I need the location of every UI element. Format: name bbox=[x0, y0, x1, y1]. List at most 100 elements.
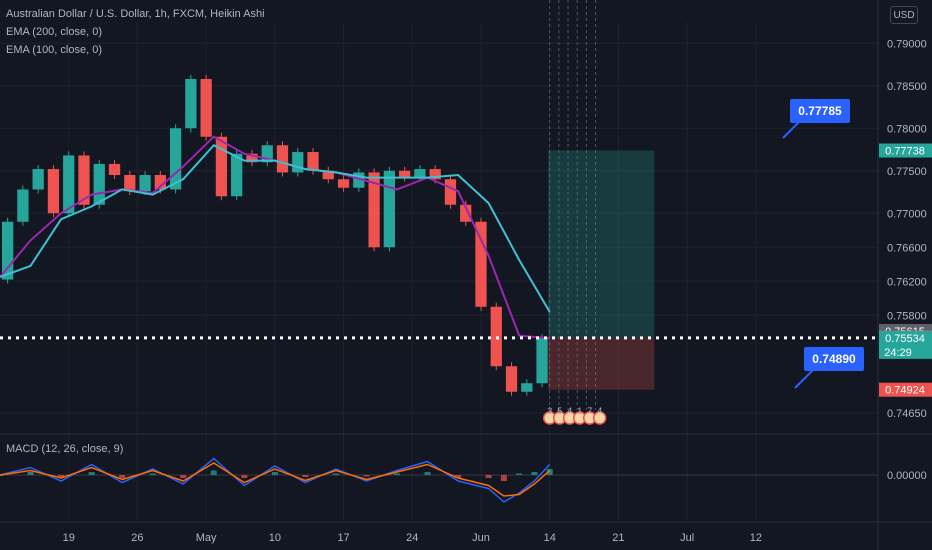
ema100-legend[interactable]: EMA (100, close, 0) bbox=[6, 44, 102, 56]
macd-hist-bar bbox=[485, 475, 492, 478]
currency-button[interactable]: USD bbox=[890, 6, 918, 24]
price-label-text: 0.77738 bbox=[885, 146, 925, 158]
candle-body bbox=[383, 170, 396, 248]
candle-body bbox=[505, 366, 518, 392]
macd-hist-bar bbox=[500, 475, 507, 481]
time-axis-ticks: 19 26 May 10 17 24 Jun 14 21 Jul 12 bbox=[63, 532, 762, 544]
stop-zone bbox=[548, 337, 655, 390]
event-marker-label: 7 bbox=[587, 406, 592, 416]
candle-body bbox=[414, 169, 426, 178]
macd-hist-bar bbox=[241, 475, 248, 478]
candle-body bbox=[368, 172, 380, 248]
price-tick-label: 0.78500 bbox=[887, 81, 927, 93]
macd-hist-bar bbox=[210, 470, 217, 475]
candle-body bbox=[536, 338, 548, 384]
candle-body bbox=[292, 152, 304, 173]
macd-hist-bar bbox=[531, 472, 538, 475]
price-tick-label: 0.77000 bbox=[887, 208, 927, 220]
time-tick-label: 19 bbox=[63, 532, 75, 544]
candle-body bbox=[399, 170, 411, 178]
signal-line bbox=[0, 462, 551, 497]
candle-body bbox=[337, 179, 350, 188]
candle-body bbox=[63, 155, 75, 214]
time-tick-label: 26 bbox=[131, 532, 143, 544]
price-label-text: 0.74924 bbox=[885, 385, 925, 397]
price-label-text: 0.75534 bbox=[885, 333, 925, 345]
price-tick-label: 0.75800 bbox=[887, 310, 927, 322]
candle-body bbox=[47, 169, 60, 214]
candle-body bbox=[78, 155, 90, 205]
macd-hist-bar bbox=[149, 473, 156, 475]
candle-body bbox=[139, 175, 151, 192]
candle-body bbox=[169, 128, 182, 190]
price-candles bbox=[2, 74, 548, 396]
macd-legend[interactable]: MACD (12, 26, close, 9) bbox=[6, 443, 124, 455]
target-callout-box bbox=[790, 99, 850, 123]
price-tick-label: 0.76200 bbox=[887, 276, 927, 288]
macd-hist-bar bbox=[271, 472, 278, 475]
macd-hist-bar bbox=[302, 475, 309, 478]
countdown-label: 24:29 bbox=[884, 347, 912, 359]
candle-body bbox=[108, 163, 121, 175]
candle-body bbox=[124, 175, 136, 192]
macd-line bbox=[0, 457, 551, 503]
time-tick-label: 21 bbox=[612, 532, 624, 544]
candle-body bbox=[444, 179, 457, 205]
grid-lines bbox=[0, 22, 878, 520]
price-tick-label: 0.74650 bbox=[887, 408, 927, 420]
ema200-legend[interactable]: EMA (200, close, 0) bbox=[6, 26, 102, 38]
event-marker-label: 3 bbox=[547, 406, 552, 416]
candle-body bbox=[307, 152, 319, 171]
macd-hist-bar bbox=[88, 472, 95, 475]
time-tick-label: Jul bbox=[680, 532, 694, 544]
event-marker-label: 1 bbox=[577, 406, 582, 416]
price-tick-label: 0.79000 bbox=[887, 38, 927, 50]
event-marker-label: 4 bbox=[567, 406, 572, 416]
candle-body bbox=[521, 383, 533, 392]
candle-body bbox=[215, 136, 228, 197]
time-tick-label: Jun bbox=[472, 532, 490, 544]
price-tick-label: 0.77500 bbox=[887, 166, 927, 178]
candle-body bbox=[276, 145, 289, 173]
macd-hist-bar bbox=[394, 473, 401, 475]
time-tick-label: 17 bbox=[337, 532, 349, 544]
target-callout-label: 0.77785 bbox=[798, 104, 842, 118]
macd-histogram bbox=[0, 469, 553, 481]
price-label-box bbox=[879, 382, 932, 397]
candle-body bbox=[17, 189, 29, 222]
candle-body bbox=[322, 170, 334, 180]
price-axis-ticks: 0.79000 0.78500 0.78000 0.77500 0.77000 0.766… bbox=[887, 38, 927, 420]
candle-body bbox=[353, 172, 365, 188]
chart-title: Australian Dollar / U.S. Dollar, 1h, FXC… bbox=[6, 8, 265, 20]
ema100-line bbox=[0, 143, 551, 313]
macd-hist-bar bbox=[363, 475, 370, 477]
macd-hist-bar bbox=[516, 473, 523, 475]
candle-body bbox=[246, 153, 258, 163]
macd-hist-bar bbox=[455, 475, 462, 478]
time-tick-label: 14 bbox=[544, 532, 556, 544]
time-tick-label: 10 bbox=[269, 532, 281, 544]
stop-callout-box bbox=[804, 347, 864, 371]
target-zone bbox=[548, 150, 655, 338]
price-label-box bbox=[879, 143, 932, 158]
price-label-box bbox=[879, 330, 932, 359]
time-tick-label: 24 bbox=[406, 532, 418, 544]
stop-callout-label: 0.74890 bbox=[812, 352, 856, 366]
macd-hist-bar bbox=[332, 473, 339, 475]
macd-hist-bar bbox=[180, 475, 187, 478]
candle-body bbox=[429, 169, 441, 180]
candle-body bbox=[200, 78, 212, 137]
time-tick-label: May bbox=[196, 532, 217, 544]
macd-hist-bar bbox=[27, 472, 34, 475]
macd-hist-bar bbox=[119, 475, 126, 478]
event-marker-label: 4 bbox=[597, 406, 602, 416]
candle-body bbox=[2, 221, 14, 280]
stop-callout-pointer bbox=[794, 368, 815, 389]
candle-body bbox=[93, 163, 105, 205]
candle-body bbox=[154, 175, 166, 190]
event-marker-label: 5 bbox=[557, 406, 562, 416]
macd-hist-bar bbox=[58, 475, 65, 478]
candle-body bbox=[460, 204, 472, 222]
